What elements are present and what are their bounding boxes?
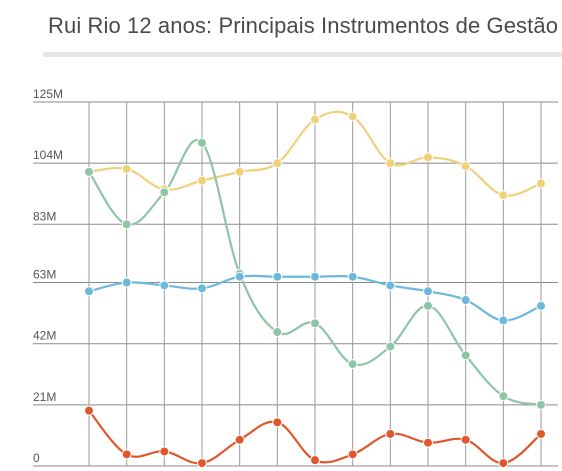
data-point[interactable] [498,458,509,469]
data-point[interactable] [423,152,433,163]
data-point[interactable] [423,300,433,311]
data-point[interactable] [197,137,207,148]
data-point[interactable] [498,315,509,326]
data-point[interactable] [423,286,433,297]
chart-title: Rui Rio 12 anos: Principais Instrumentos… [48,13,559,38]
y-axis-labels: 0 21M 42M 63M 83M 104M 125M [33,87,63,465]
data-point[interactable] [84,286,94,297]
data-point[interactable] [385,428,396,439]
data-point[interactable] [272,417,283,428]
data-point[interactable] [498,391,509,402]
data-point[interactable] [423,437,433,448]
data-point[interactable] [498,190,509,201]
data-point[interactable] [536,300,546,311]
gridlines [33,101,558,467]
data-point[interactable] [197,458,207,469]
title-divider [43,52,562,57]
y-tick-label: 21M [33,390,56,404]
y-tick-label: 0 [33,451,40,465]
y-tick-label: 104M [33,148,63,162]
data-point[interactable] [536,178,546,189]
data-point[interactable] [460,434,471,445]
data-point[interactable] [234,434,245,445]
data-point[interactable] [385,158,396,169]
data-point[interactable] [385,280,396,291]
data-point[interactable] [197,283,207,294]
data-point[interactable] [310,318,320,329]
data-point[interactable] [272,158,283,169]
data-point[interactable] [347,359,358,370]
data-point[interactable] [159,446,170,457]
y-tick-label: 83M [33,209,56,223]
data-point[interactable] [159,187,170,198]
data-point[interactable] [460,295,471,306]
y-tick-label: 125M [33,87,63,101]
data-point[interactable] [536,428,546,439]
data-point[interactable] [159,280,170,291]
data-point[interactable] [84,405,94,416]
series-points [84,111,546,469]
data-point[interactable] [347,111,358,122]
data-point[interactable] [121,219,132,230]
data-point[interactable] [121,163,132,174]
data-point[interactable] [536,399,546,410]
data-point[interactable] [310,114,320,125]
data-point[interactable] [121,277,132,288]
data-point[interactable] [347,449,358,460]
y-tick-label: 42M [33,329,56,343]
data-point[interactable] [460,161,471,172]
data-point[interactable] [272,271,283,282]
data-point[interactable] [385,341,396,352]
data-point[interactable] [310,271,320,282]
data-point[interactable] [272,327,283,338]
data-point[interactable] [121,449,132,460]
data-point[interactable] [197,175,207,186]
data-point[interactable] [84,166,94,177]
data-point[interactable] [310,455,320,466]
y-tick-label: 63M [33,268,56,282]
data-point[interactable] [234,166,245,177]
data-point[interactable] [460,350,471,361]
data-point[interactable] [347,271,358,282]
data-point[interactable] [234,271,245,282]
